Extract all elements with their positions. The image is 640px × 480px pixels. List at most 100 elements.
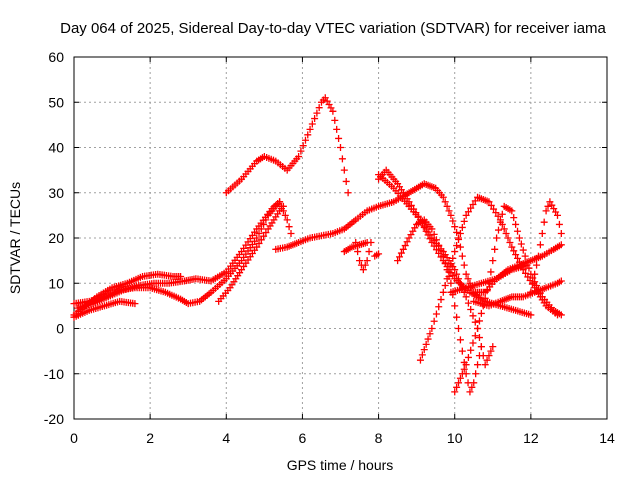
data-point (449, 254, 457, 262)
data-point (557, 277, 565, 285)
data-point (540, 218, 548, 226)
data-point (490, 205, 498, 213)
chart-title: Day 064 of 2025, Sidereal Day-to-day VTE… (60, 20, 606, 37)
data-point (467, 346, 475, 354)
data-point (285, 223, 293, 231)
data-point (315, 104, 323, 112)
y-axis-label: SDTVAR / TECUs (7, 182, 23, 294)
data-point (337, 144, 344, 151)
data-point (299, 142, 307, 150)
data-point (455, 379, 463, 387)
data-point (403, 238, 411, 246)
data-point (329, 107, 337, 115)
data-point (301, 136, 309, 144)
y-axis-ticks: -20 -10 0 10 20 30 40 50 60 (44, 49, 607, 427)
data-point (515, 258, 523, 266)
data-point (469, 312, 477, 320)
data-point (470, 379, 478, 387)
data-point (515, 234, 523, 242)
data-point (485, 198, 493, 206)
series-track-2 (70, 198, 295, 308)
data-point (340, 166, 348, 174)
series-track-10 (371, 250, 383, 260)
data-point (475, 317, 483, 325)
data-point (531, 270, 539, 278)
data-point (308, 120, 316, 128)
data-point (432, 310, 440, 318)
data-point (475, 334, 483, 342)
data-point (477, 309, 485, 317)
data-point (439, 193, 447, 201)
data-point (432, 246, 440, 254)
data-point (257, 236, 265, 244)
data-point (469, 201, 477, 209)
data-point (458, 223, 466, 231)
data-point (426, 330, 434, 338)
data-point (420, 223, 428, 231)
data-point (557, 229, 565, 237)
data-point (493, 234, 501, 242)
data-point (487, 201, 495, 209)
data-point (441, 198, 449, 206)
y-tick-label: 20 (48, 230, 64, 246)
data-point (255, 239, 263, 247)
y-tick-label: 40 (48, 140, 64, 156)
data-point (283, 216, 291, 224)
data-point (428, 325, 436, 332)
data-point (460, 217, 468, 225)
data-point (435, 303, 443, 311)
data-point (430, 242, 438, 250)
data-point (557, 241, 565, 249)
data-point (487, 268, 495, 276)
data-point (462, 270, 470, 278)
data-point (447, 261, 455, 269)
data-point (430, 317, 438, 325)
data-point (279, 202, 287, 210)
data-point (430, 230, 438, 238)
data-point (394, 257, 402, 265)
data-point (521, 252, 529, 260)
data-point (481, 361, 489, 369)
data-point (508, 243, 516, 251)
data-point (447, 211, 455, 219)
data-point (287, 229, 295, 237)
data-point (453, 270, 461, 278)
data-point (494, 212, 502, 220)
data-point (510, 247, 518, 255)
data-point (533, 261, 541, 269)
data-point (335, 134, 343, 142)
data-point (451, 302, 459, 310)
data-point (453, 313, 461, 321)
data-point (469, 339, 477, 347)
data-point (489, 257, 497, 265)
data-point (365, 248, 373, 256)
data-point (527, 288, 535, 296)
data-point (363, 239, 371, 247)
data-point (437, 296, 445, 304)
data-point (451, 388, 459, 396)
data-point (428, 239, 436, 247)
data-point (483, 356, 491, 364)
data-point (514, 254, 522, 262)
data-point (432, 236, 440, 244)
data-point (439, 288, 447, 296)
data-point (466, 388, 474, 396)
data-markers (70, 94, 565, 396)
x-tick-label: 8 (375, 430, 383, 446)
data-point (474, 325, 482, 332)
data-point (460, 365, 468, 373)
series-track-17 (470, 277, 565, 310)
data-point (544, 202, 552, 210)
data-point (416, 356, 424, 364)
series-track-16 (447, 261, 531, 296)
data-point (471, 318, 479, 326)
data-point (494, 226, 502, 234)
data-point (331, 116, 339, 124)
data-point (359, 266, 367, 274)
data-point (253, 234, 261, 242)
data-point (361, 261, 369, 269)
x-tick-label: 0 (70, 430, 78, 446)
data-point (311, 115, 319, 123)
data-point (464, 208, 472, 216)
